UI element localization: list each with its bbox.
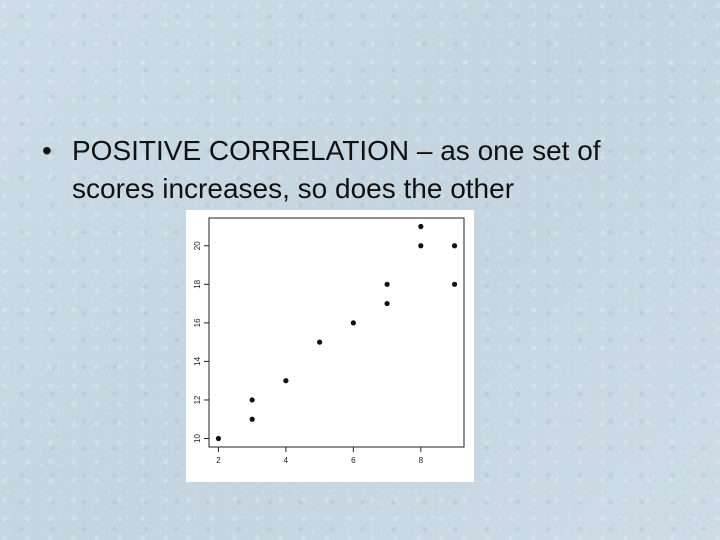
data-point [350, 320, 356, 326]
x-tick-label: 2 [216, 456, 221, 465]
bullet-icon: • [42, 135, 52, 166]
data-point [249, 416, 255, 422]
bullet-text: POSITIVE CORRELATION – as one set of sco… [72, 135, 601, 204]
y-tick-label: 20 [193, 241, 202, 250]
data-point [384, 300, 390, 307]
data-point [283, 378, 289, 384]
y-tick-label: 16 [193, 318, 202, 327]
data-point [384, 281, 390, 287]
x-tick-label: 4 [284, 456, 289, 465]
y-tick-label: 10 [193, 434, 202, 443]
data-point [451, 281, 458, 287]
data-point [451, 243, 458, 249]
data-point [418, 223, 424, 230]
data-point [418, 243, 424, 249]
x-tick-label: 8 [419, 456, 424, 465]
scatter-plot: 2 4 6 8 10 12 14 16 18 20 [193, 217, 465, 465]
x-tick-label: 6 [351, 456, 356, 465]
y-tick-label: 14 [193, 356, 202, 365]
data-point [215, 435, 222, 442]
y-tick-label: 12 [193, 395, 202, 404]
y-tick-label: 18 [193, 279, 202, 288]
scatter-plot-panel: 2 4 6 8 10 12 14 16 18 20 [186, 210, 474, 482]
data-point [317, 339, 323, 345]
plot-frame [208, 217, 465, 448]
data-point [249, 397, 255, 403]
